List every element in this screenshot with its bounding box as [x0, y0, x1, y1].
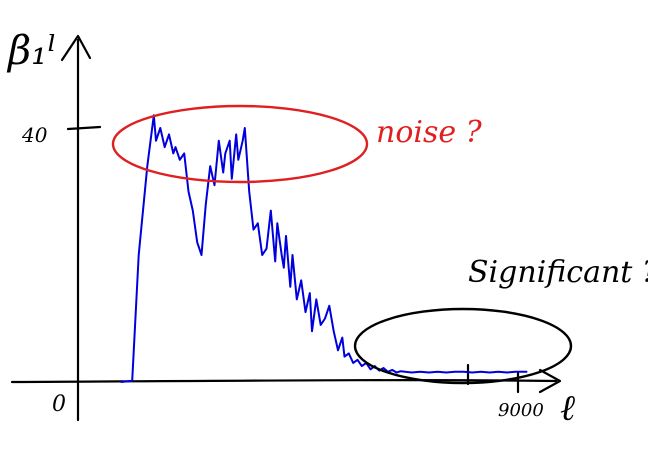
- x-tick-label-9000: 9000: [498, 400, 544, 421]
- axes: [10, 34, 562, 422]
- x-axis-label: ℓ: [560, 388, 575, 429]
- y-axis-arrow: [60, 34, 92, 62]
- noise-annotation: noise ?: [376, 115, 483, 150]
- y-axis-line: [76, 38, 80, 422]
- y-tick-40: [66, 125, 102, 131]
- y-axis-label: β₁ˡ: [6, 28, 57, 74]
- noise-ellipse: [111, 104, 369, 184]
- x-axis-arrow: [538, 368, 562, 394]
- y-tick-label-40: 40: [21, 123, 48, 147]
- significant-ellipse: [353, 307, 573, 385]
- series-layer: [120, 114, 528, 383]
- significant-annotation: Significant ?: [468, 255, 648, 290]
- origin-label: 0: [52, 392, 66, 417]
- series-line-0: [120, 114, 528, 383]
